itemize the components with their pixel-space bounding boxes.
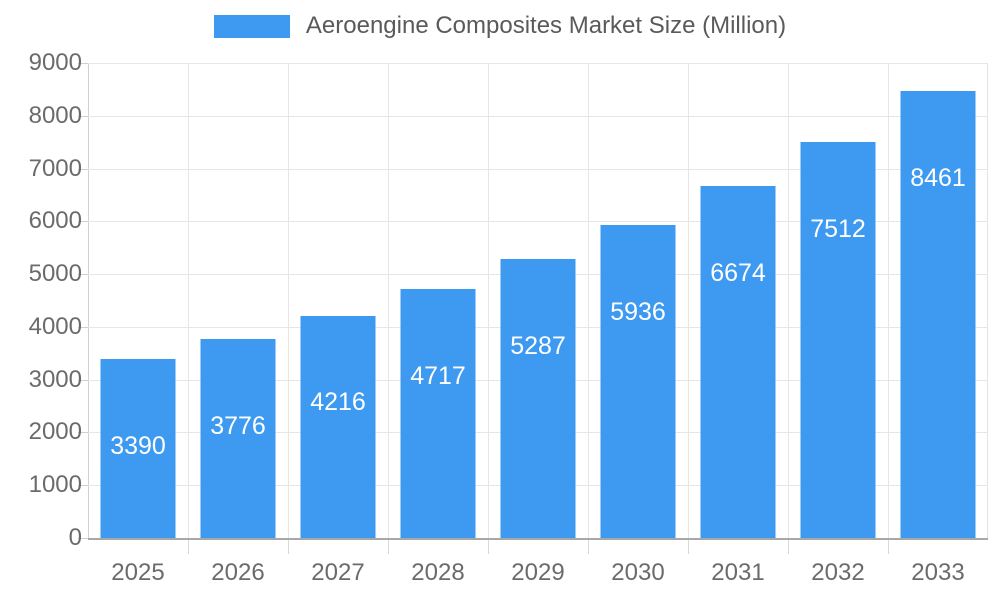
bar-value-label: 4216: [310, 388, 366, 417]
gridline-vertical: [388, 63, 389, 538]
gridline-horizontal: [88, 168, 988, 170]
bar-slot: 5287: [488, 63, 588, 538]
bar-slot: 7512: [788, 63, 888, 538]
y-axis-tick-label: 7000: [28, 154, 82, 182]
x-axis-tick-label: 2031: [711, 559, 765, 586]
x-axis-tick-label: 2029: [511, 559, 565, 586]
x-axis-line: [88, 538, 988, 540]
bar-value-label: 4717: [410, 362, 466, 391]
gridline-vertical: [788, 63, 789, 538]
gridline-vertical: [288, 63, 289, 538]
x-axis-tick-label: 2030: [611, 559, 665, 586]
x-axis-tick: [788, 540, 789, 554]
legend-label: Aeroengine Composites Market Size (Milli…: [305, 12, 787, 39]
chart-legend: Aeroengine Composites Market Size (Milli…: [0, 14, 1000, 38]
y-axis-tick: [78, 326, 88, 328]
y-axis-tick-label: 9000: [28, 49, 82, 76]
bar[interactable]: [700, 185, 776, 538]
gridline-vertical: [888, 63, 889, 538]
gridline-horizontal: [88, 221, 988, 223]
gridline-vertical: [588, 63, 589, 538]
plot-right-border: [987, 63, 988, 538]
x-axis-tick: [488, 540, 489, 554]
gridline-vertical: [488, 63, 489, 538]
legend-color-swatch: [213, 14, 290, 38]
x-axis-tick: [388, 540, 389, 554]
gridline-vertical: [688, 63, 689, 538]
bar-value-label: 3776: [210, 411, 266, 440]
bar-value-label: 8461: [910, 164, 966, 193]
bar-slot: 5936: [588, 63, 688, 538]
y-axis-tick-label: 5000: [28, 260, 82, 288]
x-axis-tick: [288, 540, 289, 554]
y-axis-tick: [78, 221, 88, 223]
bar-value-label: 6674: [710, 258, 766, 287]
x-axis-tick-label: 2026: [211, 559, 265, 586]
gridline-horizontal: [88, 63, 988, 64]
y-axis-tick-label: 4000: [28, 312, 82, 340]
x-axis-tick-label: 2032: [811, 559, 865, 586]
x-axis-tick-label: 2027: [311, 559, 365, 586]
x-axis-tick: [588, 540, 589, 554]
bar[interactable]: [500, 258, 576, 538]
y-axis-tick: [78, 485, 88, 487]
bar-value-label: 3390: [110, 432, 166, 461]
y-axis-tick: [78, 63, 88, 64]
bar[interactable]: [100, 359, 176, 538]
bar-value-label: 5287: [510, 331, 566, 360]
bar-slot: 3776: [188, 63, 288, 538]
y-axis-tick: [78, 168, 88, 170]
bar[interactable]: [600, 224, 676, 538]
y-axis-tick: [78, 379, 88, 381]
bar[interactable]: [900, 91, 976, 538]
bar[interactable]: [300, 315, 376, 538]
x-axis-tick-label: 2028: [411, 559, 465, 586]
y-axis-tick-label: 1000: [28, 471, 82, 499]
x-axis-tick: [688, 540, 689, 554]
y-axis-tick-label: 0: [68, 524, 82, 551]
bar-slot: 8461: [888, 63, 988, 538]
bar-slot: 4216: [288, 63, 388, 538]
bar-slot: 3390: [88, 63, 188, 538]
y-axis-tick-label: 6000: [28, 207, 82, 235]
bar-slot: 6674: [688, 63, 788, 538]
y-axis-tick: [78, 432, 88, 434]
y-axis-tick-label: 3000: [28, 365, 82, 393]
bar-value-label: 7512: [810, 214, 866, 243]
y-axis-line: [88, 63, 89, 538]
bar[interactable]: [400, 289, 476, 538]
y-axis-tick: [78, 115, 88, 117]
y-axis-tick: [78, 538, 88, 539]
gridline-vertical: [188, 63, 189, 538]
bar[interactable]: [200, 338, 276, 538]
gridline-horizontal: [88, 115, 988, 117]
x-axis-tick-label: 2033: [911, 559, 965, 586]
y-axis-tick-label: 8000: [28, 101, 82, 129]
x-axis-tick: [888, 540, 889, 554]
bar-slot: 4717: [388, 63, 488, 538]
plot-area: 3390 3776 4216 4717 5287 5936 6674 7512 8461: [78, 63, 988, 539]
x-axis-tick-label: 2025: [111, 559, 165, 586]
bars-layer: 3390 3776 4216 4717 5287 5936 6674 7512 8461: [88, 63, 988, 538]
bar-value-label: 5936: [610, 297, 666, 326]
y-axis-tick: [78, 274, 88, 276]
x-axis-tick: [188, 540, 189, 554]
y-axis-tick-label: 2000: [28, 418, 82, 446]
bar[interactable]: [800, 141, 876, 538]
